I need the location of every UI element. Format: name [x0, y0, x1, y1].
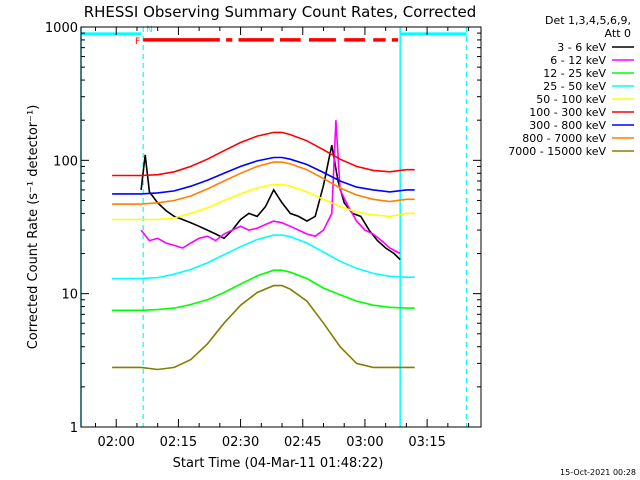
x-tick-label: 02:45	[284, 435, 321, 450]
legend-label: 6 - 12 keV	[550, 54, 606, 67]
x-tick-label: 02:30	[222, 435, 259, 450]
legend-label: 7000 - 15000 keV	[508, 145, 606, 158]
y-tick-label: 100	[53, 154, 78, 169]
y-tick-label: 10	[61, 288, 78, 303]
plot-area: FN	[80, 25, 468, 427]
legend-label: 100 - 300 keV	[529, 106, 606, 119]
y-tick-label: 1	[70, 421, 78, 436]
night-flag-label: N	[146, 25, 153, 35]
x-tick-label: 02:15	[160, 435, 197, 450]
chart-title: RHESSI Observing Summary Count Rates, Co…	[84, 3, 477, 21]
series-line	[112, 284, 415, 371]
legend-header-line-2: Att 0	[605, 27, 631, 40]
legend-label: 3 - 6 keV	[557, 41, 606, 54]
x-tick-label: 03:00	[346, 435, 383, 450]
series-line	[112, 234, 415, 280]
y-axis-label: Corrected Count Rate (s⁻¹ detector⁻¹)	[26, 105, 41, 350]
plot-frame	[80, 26, 482, 428]
series-line	[112, 161, 415, 205]
legend-label: 50 - 100 keV	[536, 93, 606, 106]
legend-label: 800 - 7000 keV	[522, 132, 606, 145]
series-line	[112, 131, 415, 177]
series-line	[112, 183, 415, 221]
timestamp: 15-Oct-2021 00:28	[560, 468, 636, 477]
series-line	[112, 156, 415, 195]
x-axis-label: Start Time (04-Mar-11 01:48:22)	[173, 456, 384, 471]
legend-label: 300 - 800 keV	[529, 119, 606, 132]
flare-flag-label: F	[135, 37, 140, 47]
series-line	[140, 120, 401, 255]
y-axis: 1 10 100 1000	[45, 21, 481, 436]
legend-label: 25 - 50 keV	[543, 80, 606, 93]
y-tick-label: 1000	[45, 21, 78, 36]
x-axis: 02:00 02:15 02:30 02:45 03:00 03:15	[95, 27, 470, 450]
x-tick-label: 02:00	[97, 435, 134, 450]
x-tick-label: 03:15	[408, 435, 445, 450]
series-line	[112, 269, 415, 312]
legend-label: 12 - 25 keV	[543, 67, 606, 80]
series-line	[140, 144, 401, 261]
legend-header-line-1: Det 1,3,4,5,6,9,	[545, 14, 631, 27]
